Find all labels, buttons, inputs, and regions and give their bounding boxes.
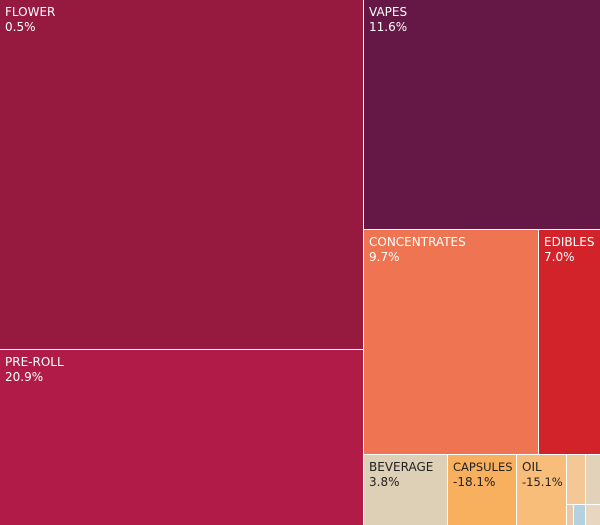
tile-category-label: PRE-ROLL xyxy=(5,355,64,369)
tile-rect xyxy=(364,455,447,525)
tile-rect xyxy=(364,230,538,454)
tile-rect xyxy=(0,0,363,349)
tile-rect xyxy=(567,505,573,525)
tile-value-label: 0.5% xyxy=(5,20,36,34)
tile-category-label: CONCENTRATES xyxy=(369,235,466,249)
tile-rect xyxy=(0,350,363,525)
tile-category-label: BEVERAGE xyxy=(369,460,433,474)
tile-value-label: 7.0% xyxy=(544,250,575,264)
tile-rect xyxy=(574,505,585,525)
tile-rect xyxy=(586,505,600,525)
tile-value-label: 20.9% xyxy=(5,370,43,384)
tile-rect xyxy=(586,455,600,504)
tile-rect xyxy=(517,455,566,525)
treemap-tile-unlabeled-8 xyxy=(567,455,585,504)
treemap-tile-unlabeled-11 xyxy=(574,505,585,525)
tile-rect xyxy=(539,230,600,454)
tile-rect xyxy=(364,0,600,229)
treemap-tile-unlabeled-12 xyxy=(586,505,600,525)
tile-category-label: OIL xyxy=(522,460,542,474)
treemap-tile-unlabeled-10 xyxy=(567,505,573,525)
tile-rect xyxy=(448,455,516,525)
tile-category-label: EDIBLES xyxy=(544,235,594,249)
tile-value-label: -18.1% xyxy=(453,475,495,489)
treemap-tile-unlabeled-9 xyxy=(586,455,600,504)
tile-value-label: 11.6% xyxy=(369,20,407,34)
tile-category-label: FLOWER xyxy=(5,5,55,19)
tile-category-label: CAPSULES xyxy=(453,460,513,474)
treemap-tile-capsules: CAPSULES-18.1% xyxy=(448,455,516,525)
tile-value-label: 9.7% xyxy=(369,250,400,264)
treemap-tile-oil: OIL-15.1% xyxy=(517,455,566,525)
tile-value-label: -15.1% xyxy=(522,475,563,489)
tile-value-label: 3.8% xyxy=(369,475,400,489)
tile-rect xyxy=(567,455,585,504)
tile-category-label: VAPES xyxy=(369,5,407,19)
